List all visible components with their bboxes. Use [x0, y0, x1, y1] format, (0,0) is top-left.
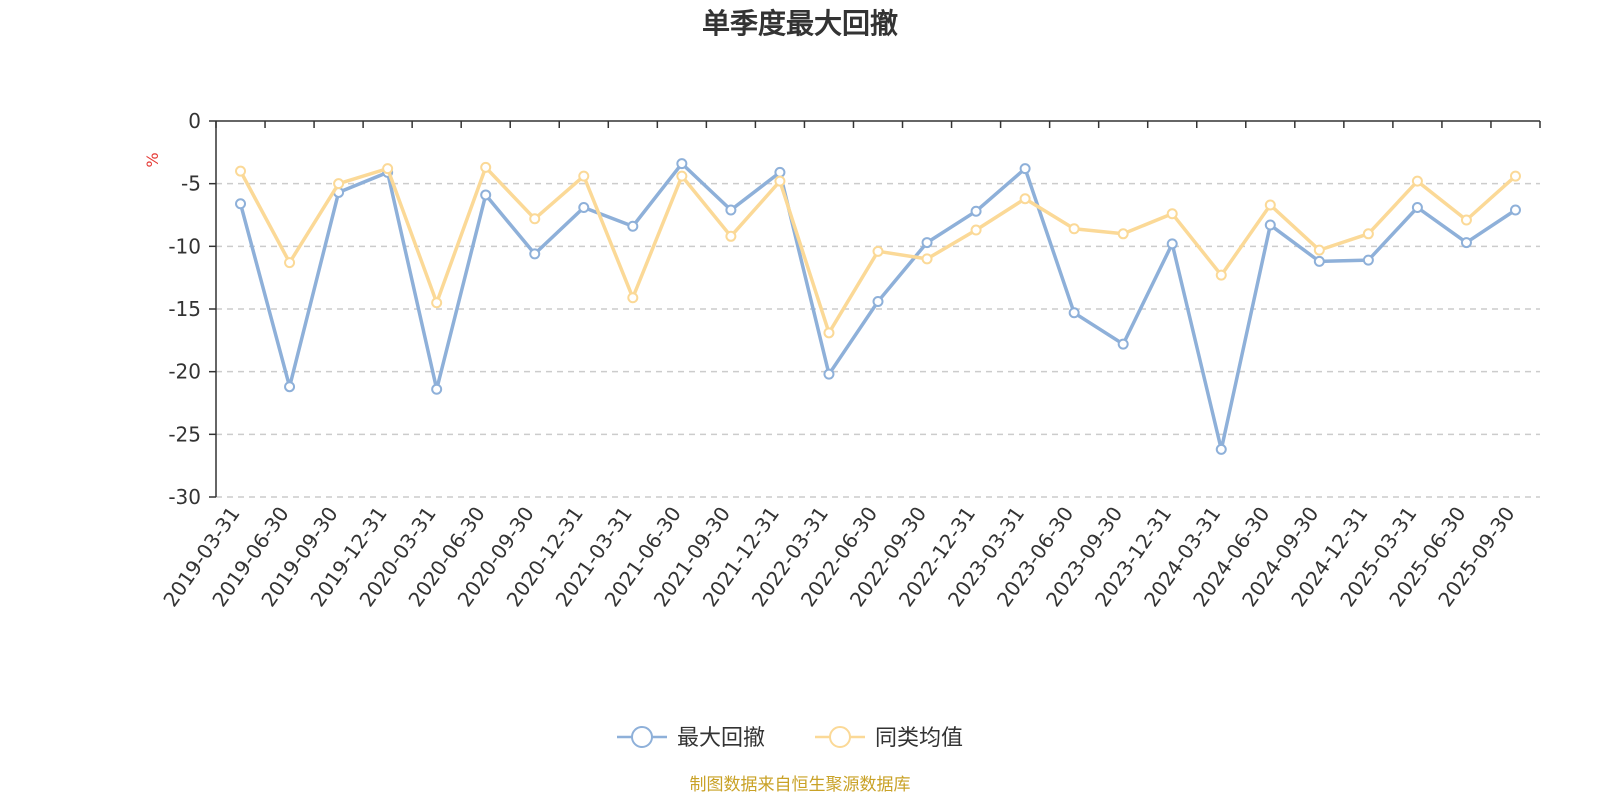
data-point: [872, 245, 884, 257]
data-point: [676, 170, 688, 182]
data-point: [1460, 237, 1472, 249]
legend: 最大回撤 同类均值: [617, 726, 963, 751]
data-point: [1215, 443, 1227, 455]
data-point: [578, 170, 590, 182]
y-tick-label: -20: [168, 360, 201, 384]
data-point: [725, 204, 737, 216]
data-point: [1215, 269, 1227, 281]
data-point: [725, 230, 737, 242]
data-point: [1509, 170, 1521, 182]
data-point: [529, 213, 541, 225]
data-point: [1068, 223, 1080, 235]
y-axis-unit: %: [143, 152, 162, 167]
data-point: [529, 248, 541, 260]
data-point: [1313, 255, 1325, 267]
data-point: [333, 178, 345, 190]
data-point: [1264, 219, 1276, 231]
y-tick-label: -10: [168, 234, 201, 258]
legend-label[interactable]: 最大回撤: [677, 726, 765, 751]
data-point: [1068, 307, 1080, 319]
data-point: [627, 292, 639, 304]
y-tick-label: -5: [181, 172, 201, 196]
data-point: [480, 161, 492, 173]
data-point: [480, 189, 492, 201]
data-point: [235, 198, 247, 210]
data-point: [823, 327, 835, 339]
data-point: [1313, 244, 1325, 256]
y-tick-label: -25: [168, 422, 201, 446]
chart-title: 单季度最大回撤: [702, 7, 898, 40]
data-point: [431, 383, 443, 395]
legend-label[interactable]: 同类均值: [875, 726, 963, 751]
data-point: [1166, 208, 1178, 220]
data-point: [1117, 338, 1129, 350]
data-point: [970, 224, 982, 236]
data-point: [235, 165, 247, 177]
data-point: [431, 297, 443, 309]
data-point: [921, 237, 933, 249]
grid-lines: [216, 182, 1540, 498]
data-point: [284, 257, 296, 269]
data-point: [1460, 214, 1472, 226]
y-tick-label: -30: [168, 485, 201, 509]
data-point: [1166, 238, 1178, 250]
series-lines: [235, 158, 1521, 455]
legend-swatch-marker[interactable]: [631, 726, 653, 748]
data-point: [970, 205, 982, 217]
data-point: [1019, 163, 1031, 175]
data-point: [774, 166, 786, 178]
y-tick-label: 0: [188, 109, 201, 133]
data-point: [1411, 175, 1423, 187]
data-point: [1264, 199, 1276, 211]
data-point: [1362, 254, 1374, 266]
data-point: [1019, 193, 1031, 205]
y-tick-label: -15: [168, 297, 201, 321]
data-point: [1362, 228, 1374, 240]
legend-swatch-marker[interactable]: [829, 726, 851, 748]
data-point: [774, 175, 786, 187]
data-point: [578, 201, 590, 213]
data-point: [1117, 228, 1129, 240]
data-source-note: 制图数据来自恒生聚源数据库: [690, 775, 911, 795]
data-point: [872, 295, 884, 307]
data-point: [1411, 201, 1423, 213]
data-point: [676, 158, 688, 170]
data-point: [284, 381, 296, 393]
data-point: [382, 163, 394, 175]
data-point: [627, 220, 639, 232]
data-point: [823, 368, 835, 380]
data-point: [921, 253, 933, 265]
data-point: [1509, 204, 1521, 216]
